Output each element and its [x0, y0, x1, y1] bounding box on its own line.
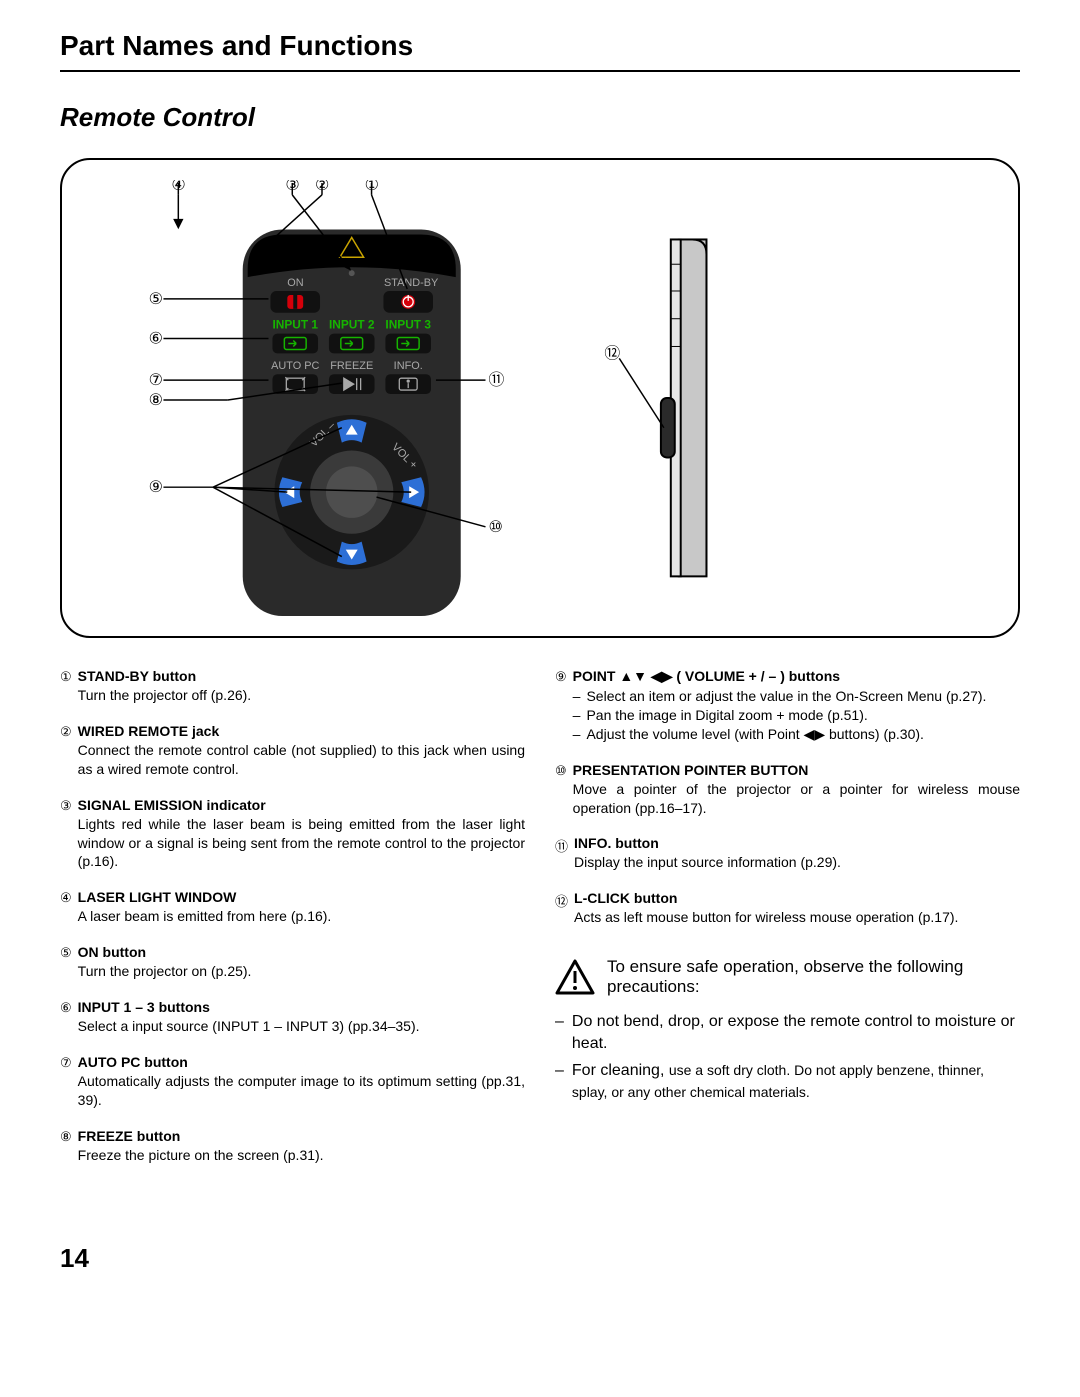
item-number: ⑥	[60, 1000, 72, 1016]
callout-8: ⑧	[149, 392, 163, 409]
page-number: 14	[60, 1243, 1020, 1274]
item-number: ⑪	[555, 836, 568, 855]
item-title: WIRED REMOTE jack	[78, 723, 525, 739]
callout-10: ⑩	[488, 519, 502, 536]
item-title: POINT ▲▼ ◀▶ ( VOLUME + / – ) buttons	[573, 668, 1020, 685]
item-title: LASER LIGHT WINDOW	[78, 889, 525, 905]
caution-item: –For cleaning, use a soft dry cloth. Do …	[555, 1060, 1020, 1103]
item-desc: Turn the projector off (p.26).	[78, 686, 525, 705]
desc-item: ② WIRED REMOTE jack Connect the remote con…	[60, 723, 525, 779]
desc-item: ⑦ AUTO PC button Automatically adjusts the…	[60, 1054, 525, 1110]
item-title: SIGNAL EMISSION indicator	[78, 797, 525, 813]
desc-item: ③ SIGNAL EMISSION indicator Lights red whi…	[60, 797, 525, 872]
desc-item: ⑩ PRESENTATION POINTER BUTTON Move a point…	[555, 762, 1020, 818]
item-desc: Turn the projector on (p.25).	[78, 962, 525, 981]
item-bullet: –Select an item or adjust the value in t…	[573, 687, 1020, 706]
on-label: ON	[287, 277, 303, 289]
item-desc: Display the input source information (p.…	[574, 853, 1020, 872]
callout-6: ⑥	[149, 331, 163, 348]
item-number: ②	[60, 724, 72, 740]
callout-7: ⑦	[149, 372, 163, 389]
callout-2: ②	[315, 180, 329, 194]
item-title: INPUT 1 – 3 buttons	[78, 999, 525, 1015]
input2-label: INPUT 2	[329, 318, 375, 332]
item-title: FREEZE button	[78, 1128, 525, 1144]
section-title: Part Names and Functions	[60, 30, 1020, 72]
remote-svg: ON STAND-BY INPUT 1 INPUT 2 INPUT 3 AUTO…	[82, 180, 998, 616]
desc-item: ⑤ ON button Turn the projector on (p.25).	[60, 944, 525, 981]
desc-item: ① STAND-BY button Turn the projector off (…	[60, 668, 525, 705]
item-bullet: –Adjust the volume level (with Point ◀▶ …	[573, 725, 1020, 744]
desc-item: ⑥ INPUT 1 – 3 buttons Select a input sourc…	[60, 999, 525, 1036]
item-number: ⑤	[60, 945, 72, 961]
caution-item: –Do not bend, drop, or expose the remote…	[555, 1011, 1020, 1054]
desc-item: ⑪ INFO. button Display the input source in…	[555, 835, 1020, 872]
item-desc: Select a input source (INPUT 1 – INPUT 3…	[78, 1017, 525, 1036]
standby-label: STAND-BY	[384, 277, 439, 289]
input1-label: INPUT 1	[272, 318, 318, 332]
callout-4: ④	[171, 180, 185, 194]
item-desc: Acts as left mouse button for wireless m…	[574, 908, 1020, 927]
subsection-title: Remote Control	[60, 102, 1020, 133]
desc-item: ⑫ L-CLICK button Acts as left mouse button…	[555, 890, 1020, 927]
item-number: ⑨	[555, 669, 567, 685]
item-number: ④	[60, 890, 72, 906]
item-desc: Lights red while the laser beam is being…	[78, 815, 525, 872]
item-title: INFO. button	[574, 835, 1020, 851]
left-column: ① STAND-BY button Turn the projector off (…	[60, 668, 525, 1183]
callout-11: ⑪	[488, 371, 504, 389]
item-title: AUTO PC button	[78, 1054, 525, 1070]
item-desc: Automatically adjusts the computer image…	[78, 1072, 525, 1110]
caution-lead: To ensure safe operation, observe the fo…	[607, 957, 1020, 997]
item-number: ⑩	[555, 763, 567, 779]
item-number: ③	[60, 798, 72, 814]
item-desc: A laser beam is emitted from here (p.16)…	[78, 907, 525, 926]
item-desc: Move a pointer of the projector or a poi…	[573, 780, 1020, 818]
item-title: STAND-BY button	[78, 668, 525, 684]
callout-1: ①	[365, 180, 379, 194]
desc-item: ④ LASER LIGHT WINDOW A laser beam is emitt…	[60, 889, 525, 926]
desc-item: ⑧ FREEZE button Freeze the picture on the …	[60, 1128, 525, 1165]
item-desc: Connect the remote control cable (not su…	[78, 741, 525, 779]
item-title: ON button	[78, 944, 525, 960]
item-number: ①	[60, 669, 72, 685]
description-columns: ① STAND-BY button Turn the projector off (…	[60, 668, 1020, 1183]
input3-label: INPUT 3	[385, 318, 431, 332]
callout-3: ③	[285, 180, 299, 194]
item-title: PRESENTATION POINTER BUTTON	[573, 762, 1020, 778]
remote-diagram: ON STAND-BY INPUT 1 INPUT 2 INPUT 3 AUTO…	[60, 158, 1020, 638]
item-number: ⑫	[555, 891, 568, 910]
warning-icon	[555, 959, 595, 995]
item-number: ⑧	[60, 1129, 72, 1145]
caution-box: To ensure safe operation, observe the fo…	[555, 957, 1020, 1103]
freeze-label: FREEZE	[330, 360, 373, 372]
callout-5: ⑤	[149, 291, 163, 308]
autopc-label: AUTO PC	[271, 360, 319, 372]
desc-item: ⑨ POINT ▲▼ ◀▶ ( VOLUME + / – ) buttons –Se…	[555, 668, 1020, 744]
item-desc: Freeze the picture on the screen (p.31).	[78, 1146, 525, 1165]
right-column: ⑨ POINT ▲▼ ◀▶ ( VOLUME + / – ) buttons –Se…	[555, 668, 1020, 1183]
callout-12: ⑫	[604, 344, 620, 362]
callout-9: ⑨	[149, 479, 163, 496]
info-label: INFO.	[394, 360, 423, 372]
item-title: L-CLICK button	[574, 890, 1020, 906]
item-bullet: –Pan the image in Digital zoom + mode (p…	[573, 706, 1020, 725]
item-number: ⑦	[60, 1055, 72, 1071]
